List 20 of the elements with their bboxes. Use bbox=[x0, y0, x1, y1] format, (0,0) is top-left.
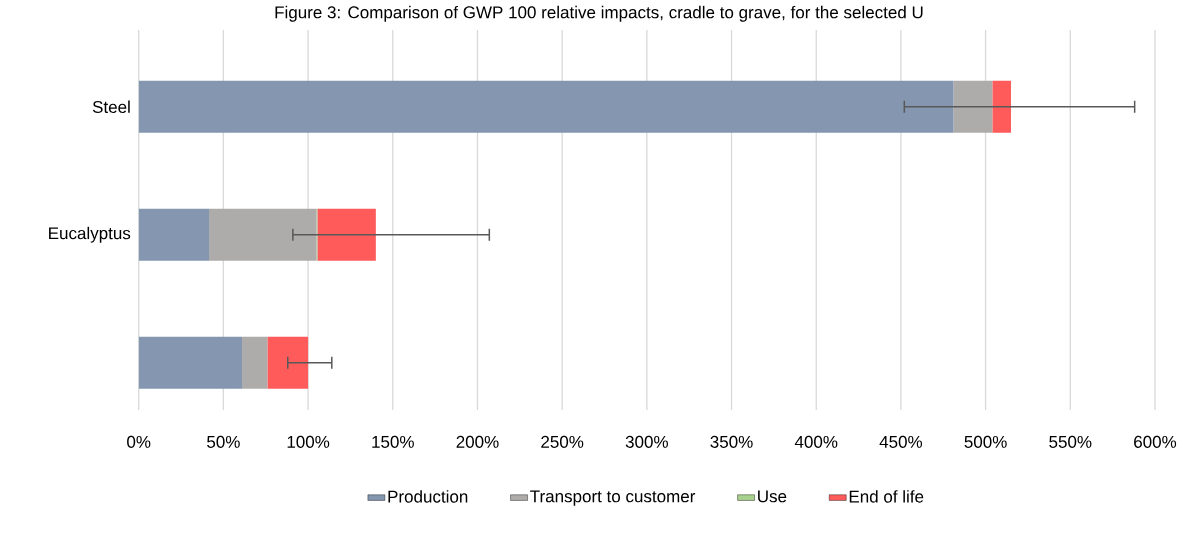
x-tick-label: 0% bbox=[127, 435, 151, 448]
x-tick-label: 200% bbox=[456, 435, 499, 448]
legend-label: Use bbox=[758, 490, 787, 503]
x-tick-label: 350% bbox=[710, 435, 753, 448]
x-tick-label: 100% bbox=[287, 435, 330, 448]
x-tick-label: 50% bbox=[207, 435, 240, 448]
legend-label: Production bbox=[388, 490, 468, 503]
x-tick-label: 600% bbox=[1134, 435, 1177, 448]
x-tick-label: 250% bbox=[541, 435, 584, 448]
x-tick-label: 500% bbox=[964, 435, 1007, 448]
y-tick-label: Steel bbox=[92, 100, 130, 114]
chart-title: Figure 3: Comparison of GWP 100 relative impacts, cradle to grave, for the selected U bbox=[275, 5, 923, 22]
legend-label: End of life bbox=[849, 490, 924, 503]
y-tick-label: Eucalyptus bbox=[49, 226, 131, 243]
x-tick-label: 400% bbox=[794, 435, 838, 448]
x-tick-label: 300% bbox=[625, 435, 668, 448]
x-tick-label: 150% bbox=[372, 435, 414, 448]
x-tick-label: 550% bbox=[1049, 435, 1092, 448]
x-tick-label: 450% bbox=[879, 435, 923, 448]
legend-label: Transport to customer bbox=[530, 490, 696, 506]
